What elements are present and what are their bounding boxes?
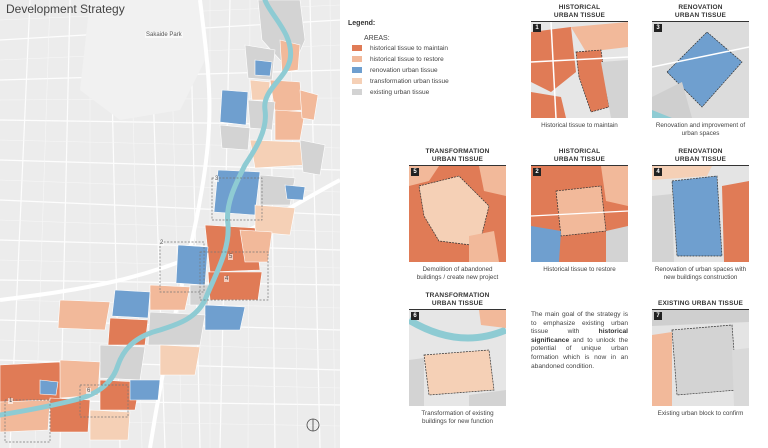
heading-line: RENOVATION bbox=[678, 4, 723, 11]
panel-7-heading: EXISTING URBAN TISSUE bbox=[652, 300, 749, 308]
panel-3-image: 3 bbox=[652, 22, 749, 118]
panel-5-heading: TRANSFORMATION URBAN TISSUE bbox=[409, 148, 506, 164]
site-map bbox=[0, 0, 340, 448]
heading-line: URBAN TISSUE bbox=[431, 300, 484, 307]
heading-line: HISTORICAL bbox=[558, 148, 601, 155]
caption-line: Renovation and improvement of bbox=[655, 122, 746, 129]
panel-number: 4 bbox=[654, 168, 662, 176]
caption-line: Transformation of existing bbox=[421, 410, 494, 417]
panel-4-image: 4 bbox=[652, 166, 749, 262]
caption-line: buildings for new function bbox=[421, 418, 494, 425]
caption-line: Demolition of abandoned bbox=[422, 266, 493, 273]
panel-number: 1 bbox=[533, 24, 541, 32]
divider bbox=[409, 309, 506, 310]
heading-line: URBAN TISSUE bbox=[553, 12, 606, 19]
panel-number: 2 bbox=[533, 168, 541, 176]
panel-5-caption: Demolition of abandoned buildings / crea… bbox=[409, 266, 506, 282]
caption-line: urban spaces bbox=[681, 130, 720, 137]
legend-item-existing: existing urban tissue bbox=[352, 88, 429, 96]
map-marker-6: 6 bbox=[86, 388, 92, 394]
heading-line: RENOVATION bbox=[678, 148, 723, 155]
panel-2-heading: HISTORICAL URBAN TISSUE bbox=[531, 148, 628, 164]
divider bbox=[409, 165, 506, 166]
legend-swatch bbox=[352, 67, 362, 73]
map-marker-3: 3 bbox=[214, 176, 220, 182]
heading-line: TRANSFORMATION bbox=[425, 148, 490, 155]
panel-2-caption: Historical tissue to restore bbox=[531, 266, 628, 274]
panel-6-caption: Transformation of existing buildings for… bbox=[409, 410, 506, 426]
panel-number: 6 bbox=[411, 312, 419, 320]
caption-line: Historical tissue to restore bbox=[543, 266, 616, 273]
strategy-description: The main goal of the strategy is to emph… bbox=[531, 311, 628, 371]
panel-1-image: 1 bbox=[531, 22, 628, 118]
panel-6-image: 6 bbox=[409, 310, 506, 406]
divider bbox=[652, 165, 749, 166]
divider bbox=[652, 309, 749, 310]
legend-item-label: historical tissue to restore bbox=[370, 55, 444, 63]
caption-line: buildings / create new project bbox=[416, 274, 499, 281]
panel-1-heading: HISTORICAL URBAN TISSUE bbox=[531, 4, 628, 20]
panel-4-caption: Renovation of urban spaces with new buil… bbox=[652, 266, 749, 282]
description-text: The main goal of the strategy is to emph… bbox=[531, 311, 628, 336]
caption-line: Historical tissue to maintain bbox=[541, 122, 618, 129]
legend-swatch bbox=[352, 78, 362, 84]
heading-line: URBAN TISSUE bbox=[553, 156, 606, 163]
heading-line: URBAN TISSUE bbox=[431, 156, 484, 163]
description-text: and to unlock the potential of unique ur… bbox=[531, 336, 628, 370]
legend-swatch bbox=[352, 89, 362, 95]
page-title: Development Strategy bbox=[6, 2, 125, 16]
legend-title: Legend: bbox=[348, 20, 376, 27]
legend-item-transformation: transformation urban tissue bbox=[352, 77, 449, 85]
heading-line: TRANSFORMATION bbox=[425, 292, 490, 299]
map-marker-1: 1 bbox=[8, 398, 14, 404]
legend-item-label: renovation urban tissue bbox=[370, 66, 438, 74]
legend-item-maintain: historical tissue to maintain bbox=[352, 44, 448, 52]
map-marker-2: 2 bbox=[159, 240, 165, 246]
legend-item-renovation: renovation urban tissue bbox=[352, 66, 438, 74]
panel-3-heading: RENOVATION URBAN TISSUE bbox=[652, 4, 749, 20]
panel-7-image: 7 bbox=[652, 310, 749, 406]
caption-line: new buildings construction bbox=[663, 274, 738, 281]
divider bbox=[531, 165, 628, 166]
heading-line: URBAN TISSUE bbox=[674, 12, 727, 19]
description-emphasis: historical significance bbox=[531, 328, 628, 344]
panel-3-caption: Renovation and improvement of urban spac… bbox=[652, 122, 749, 138]
caption-line: Renovation of urban spaces with bbox=[654, 266, 747, 273]
panel-number: 5 bbox=[411, 168, 419, 176]
map-place-label: Sakaide Park bbox=[145, 32, 183, 38]
panel-number: 7 bbox=[654, 312, 662, 320]
panel-2-image: 2 bbox=[531, 166, 628, 262]
map-marker-5: 5 bbox=[228, 254, 234, 260]
map-marker-4: 4 bbox=[224, 276, 230, 282]
legend-item-label: historical tissue to maintain bbox=[370, 44, 449, 52]
panel-1-caption: Historical tissue to maintain bbox=[531, 122, 628, 130]
legend-swatch bbox=[352, 45, 362, 51]
heading-line: HISTORICAL bbox=[558, 4, 601, 11]
panel-4-heading: RENOVATION URBAN TISSUE bbox=[652, 148, 749, 164]
caption-line: Existing urban block to confirm bbox=[657, 410, 744, 417]
heading-line: EXISTING URBAN TISSUE bbox=[657, 300, 744, 307]
panel-7-caption: Existing urban block to confirm bbox=[652, 410, 749, 418]
panel-5-image: 5 bbox=[409, 166, 506, 262]
divider bbox=[652, 21, 749, 22]
legend-swatch bbox=[352, 56, 362, 62]
legend-item-label: transformation urban tissue bbox=[370, 77, 449, 85]
panel-6-heading: TRANSFORMATION URBAN TISSUE bbox=[409, 292, 506, 308]
panel-number: 3 bbox=[654, 24, 662, 32]
heading-line: URBAN TISSUE bbox=[674, 156, 727, 163]
divider bbox=[531, 21, 628, 22]
legend-areas-label: AREAS: bbox=[364, 35, 390, 42]
legend-item-label: existing urban tissue bbox=[370, 88, 430, 96]
legend-item-restore: historical tissue to restore bbox=[352, 55, 444, 63]
